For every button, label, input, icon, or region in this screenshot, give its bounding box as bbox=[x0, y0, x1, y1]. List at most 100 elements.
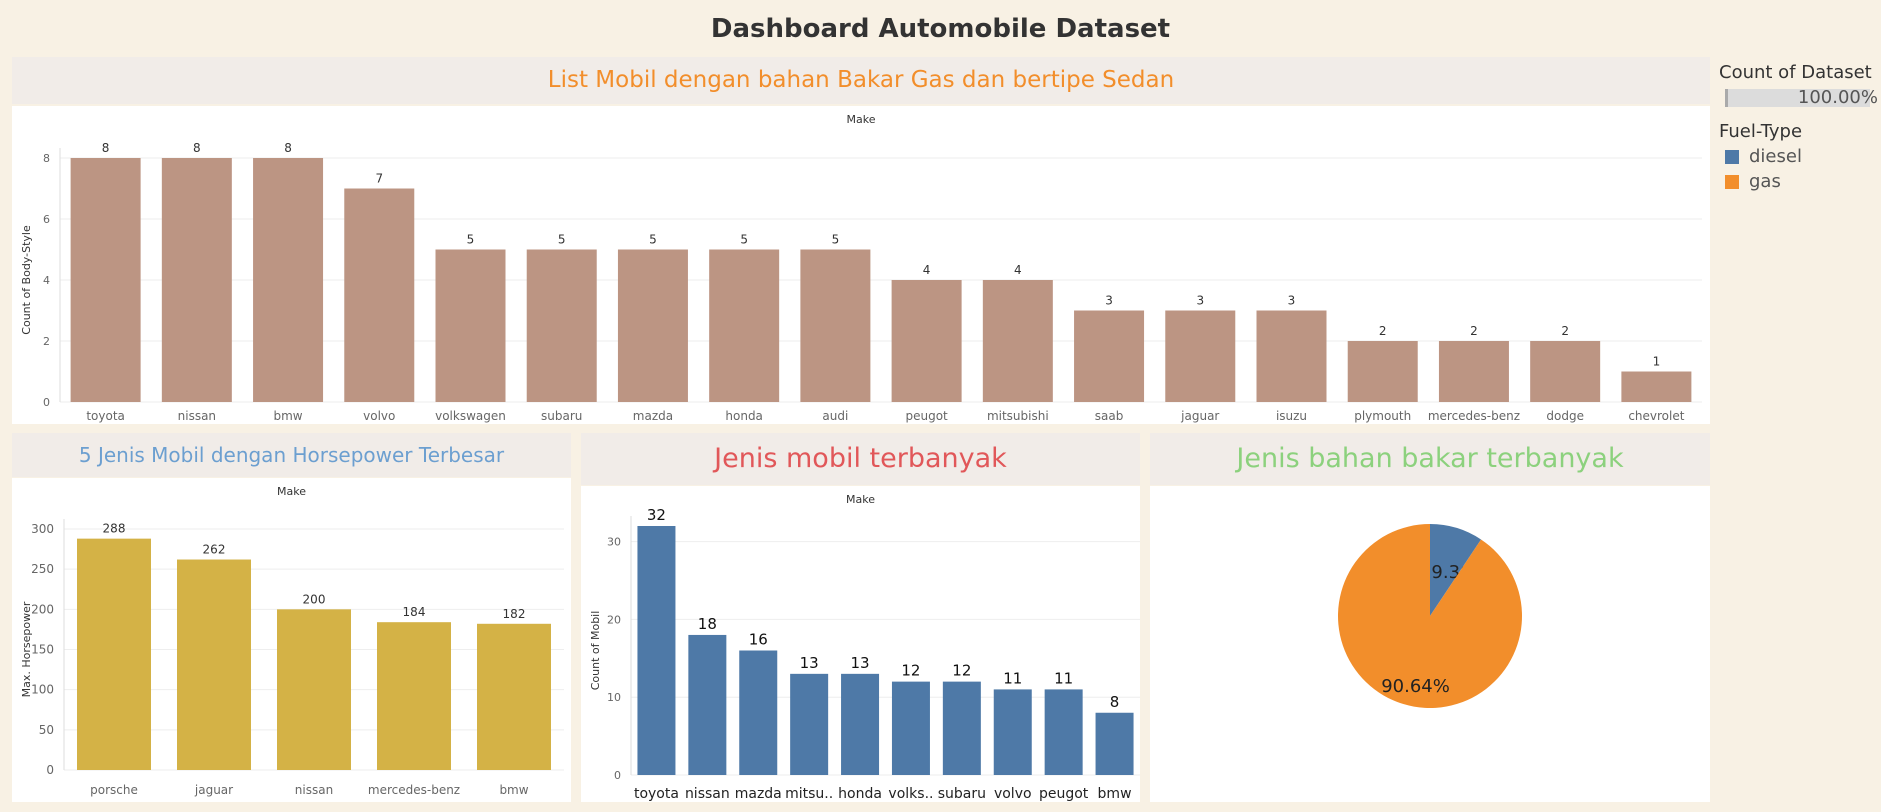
hp-y-tick-label: 100 bbox=[31, 683, 54, 697]
hp-x-tick-label: nissan bbox=[295, 783, 333, 797]
sedan-value-label: 3 bbox=[1288, 294, 1296, 308]
sedan-bar-dodge bbox=[1530, 341, 1601, 402]
sedan-value-label: 2 bbox=[1379, 324, 1387, 338]
most-y-axis-label: Count of Mobil bbox=[589, 611, 602, 691]
most-x-tick-label: bmw bbox=[1098, 786, 1132, 802]
most-value-label: 12 bbox=[952, 662, 971, 680]
sedan-bar-jaguar bbox=[1165, 310, 1236, 402]
most-bar-volks bbox=[891, 681, 930, 775]
most-x-tick-label: nissan bbox=[685, 786, 730, 802]
sedan-x-tick-label: isuzu bbox=[1276, 409, 1307, 423]
hp-top-axis-label: Make bbox=[277, 485, 306, 498]
sedan-x-tick-label: subaru bbox=[541, 409, 582, 423]
sedan-bar-toyota bbox=[70, 158, 141, 402]
most-bar-peugot bbox=[1044, 689, 1083, 775]
sedan-x-tick-label: mercedes-benz bbox=[1428, 409, 1520, 423]
sedan-value-label: 8 bbox=[193, 141, 201, 155]
sedan-x-tick-label: honda bbox=[725, 409, 763, 423]
sedan-bar-nissan bbox=[161, 158, 232, 402]
most-x-tick-label: volvo bbox=[994, 786, 1032, 802]
sedan-y-tick-label: 6 bbox=[43, 213, 50, 226]
hp-y-tick-label: 250 bbox=[31, 562, 54, 576]
hp-bar-jaguar bbox=[177, 559, 251, 770]
pie-slice-gas bbox=[1338, 524, 1522, 708]
legend-item-diesel[interactable]: diesel bbox=[1719, 146, 1879, 167]
hp-value-label: 200 bbox=[303, 592, 326, 606]
sedan-bar-chevrolet bbox=[1621, 371, 1692, 402]
sedan-value-label: 7 bbox=[375, 172, 383, 186]
most-bar-mazda bbox=[739, 650, 778, 775]
sedan-chart: Make Count of Body-Style 0 2 4 6 8 8 toyota 8 niss… bbox=[20, 113, 1702, 423]
most-y-tick-label: 0 bbox=[614, 769, 621, 782]
sedan-x-tick-label: peugot bbox=[905, 409, 948, 423]
sedan-bar-isuzu bbox=[1256, 310, 1327, 402]
sedan-value-label: 8 bbox=[102, 141, 110, 155]
most-x-tick-label: mitsu.. bbox=[785, 786, 833, 802]
most-value-label: 11 bbox=[1003, 669, 1022, 687]
gas-swatch bbox=[1725, 174, 1739, 189]
count-legend-value: 100.00% bbox=[1797, 87, 1878, 108]
fuel-chart-panel: 9.36%90.64% bbox=[1150, 486, 1710, 802]
hp-bar-bmw bbox=[477, 623, 551, 770]
most-bar-toyota bbox=[637, 526, 676, 775]
sedan-x-tick-label: chevrolet bbox=[1628, 409, 1684, 423]
most-value-label: 32 bbox=[647, 506, 666, 524]
dashboard-title: Dashboard Automobile Dataset bbox=[710, 14, 1171, 44]
sedan-x-tick-label: volkswagen bbox=[435, 409, 506, 423]
sedan-value-label: 5 bbox=[467, 233, 475, 247]
hp-y-tick-label: 50 bbox=[39, 723, 54, 737]
most-x-tick-label: mazda bbox=[735, 786, 782, 802]
hp-panel-header: 5 Jenis Mobil dengan Horsepower Terbesar bbox=[12, 433, 571, 477]
hp-chart: Make Max. Horsepower 0 50 100 150 200 250 300 288… bbox=[20, 485, 564, 797]
most-bar-honda bbox=[841, 673, 880, 775]
hp-y-tick-label: 0 bbox=[46, 763, 54, 777]
count-legend-bar: 100.00% bbox=[1725, 89, 1878, 107]
hp-x-tick-label: porsche bbox=[90, 783, 138, 797]
hp-bar-mercedesbenz bbox=[377, 622, 451, 770]
sedan-value-label: 2 bbox=[1470, 324, 1478, 338]
sedan-top-axis-label: Make bbox=[847, 113, 876, 126]
count-legend-title: Count of Dataset bbox=[1719, 62, 1872, 83]
most-bar-mitsu bbox=[790, 673, 829, 775]
most-x-tick-label: peugot bbox=[1039, 786, 1089, 802]
sedan-value-label: 5 bbox=[740, 233, 748, 247]
sedan-x-tick-label: toyota bbox=[86, 409, 125, 423]
sedan-value-label: 3 bbox=[1196, 294, 1204, 308]
most-bar-volvo bbox=[993, 689, 1032, 775]
pie-slice-diesel bbox=[1430, 524, 1482, 616]
most-value-label: 12 bbox=[901, 662, 920, 680]
hp-y-axis-label: Max. Horsepower bbox=[20, 601, 33, 697]
sedan-x-tick-label: volvo bbox=[363, 409, 395, 423]
most-bar-nissan bbox=[688, 634, 727, 775]
hp-chart-panel: Make Max. Horsepower 0 50 100 150 200 250 300 288… bbox=[12, 478, 571, 802]
sedan-x-tick-label: plymouth bbox=[1354, 409, 1411, 423]
legend-label-diesel: diesel bbox=[1749, 146, 1802, 167]
sedan-panel-header: List Mobil dengan bahan Bakar Gas dan be… bbox=[12, 57, 1710, 104]
legend-item-gas[interactable]: gas bbox=[1719, 171, 1879, 192]
hp-y-tick-label: 150 bbox=[31, 643, 54, 657]
sedan-bar-mercedesbenz bbox=[1438, 341, 1509, 402]
sedan-bar-mazda bbox=[617, 249, 688, 402]
sedan-x-tick-label: bmw bbox=[273, 409, 302, 423]
hp-bar-porsche bbox=[77, 538, 151, 770]
sedan-y-tick-label: 8 bbox=[43, 152, 50, 165]
sedan-x-tick-label: mitsubishi bbox=[987, 409, 1049, 423]
sedan-bar-volkswagen bbox=[435, 249, 506, 402]
hp-x-tick-label: bmw bbox=[499, 783, 528, 797]
sedan-value-label: 5 bbox=[558, 233, 566, 247]
most-value-label: 13 bbox=[851, 654, 870, 672]
sedan-value-label: 1 bbox=[1653, 355, 1661, 369]
fuel-panel-header: Jenis bahan bakar terbanyak bbox=[1150, 433, 1710, 485]
most-x-tick-label: honda bbox=[838, 786, 882, 802]
hp-value-label: 288 bbox=[103, 522, 126, 536]
sedan-x-tick-label: saab bbox=[1095, 409, 1124, 423]
most-value-label: 16 bbox=[749, 631, 768, 649]
most-y-tick-label: 20 bbox=[607, 613, 621, 626]
sedan-value-label: 4 bbox=[923, 263, 931, 277]
sedan-x-tick-label: mazda bbox=[633, 409, 673, 423]
sedan-bar-audi bbox=[800, 249, 871, 402]
sedan-bar-saab bbox=[1074, 310, 1145, 402]
diesel-swatch bbox=[1725, 149, 1739, 164]
most-chart: Make Count of Mobil 0 10 20 30 32 toyota 18 nissa… bbox=[589, 493, 1140, 802]
sedan-value-label: 5 bbox=[649, 233, 657, 247]
